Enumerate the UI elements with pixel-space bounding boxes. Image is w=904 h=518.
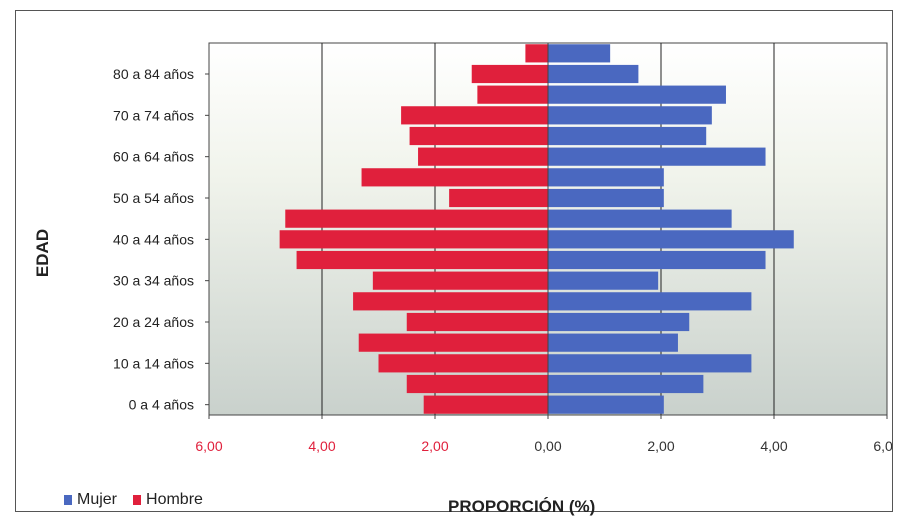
- bar-hombre: [406, 312, 548, 332]
- bar-hombre: [477, 85, 548, 104]
- bar-mujer: [548, 209, 732, 228]
- bar-hombre: [423, 395, 548, 414]
- bar-hombre: [353, 292, 548, 311]
- bar-hombre: [285, 209, 548, 228]
- bar-mujer: [548, 188, 664, 208]
- bar-hombre: [296, 250, 548, 270]
- legend-swatch-mujer: [64, 495, 72, 505]
- bar-hombre: [449, 188, 548, 208]
- bar-mujer: [548, 64, 639, 84]
- bar-hombre: [471, 64, 548, 84]
- bar-hombre: [279, 230, 548, 249]
- y-tick-label: 20 a 24 años: [113, 314, 194, 330]
- bar-mujer: [548, 250, 766, 270]
- bar-mujer: [548, 126, 707, 146]
- x-tick-label: 0,00: [534, 438, 561, 454]
- legend-label-mujer: Mujer: [77, 491, 118, 508]
- y-tick-label: 50 a 54 años: [113, 190, 194, 206]
- bar-hombre: [409, 126, 548, 146]
- bar-hombre: [378, 354, 548, 373]
- bar-mujer: [548, 395, 664, 414]
- bar-hombre: [406, 374, 548, 394]
- legend-item-mujer: Mujer: [64, 491, 117, 509]
- x-tick-label: 6,00: [195, 438, 222, 454]
- bar-hombre: [525, 44, 548, 63]
- bar-hombre: [361, 168, 548, 187]
- bar-mujer: [548, 44, 611, 63]
- legend: Mujer Hombre: [64, 491, 203, 509]
- bar-mujer: [548, 312, 690, 332]
- y-tick-label: 70 a 74 años: [113, 107, 194, 123]
- bar-hombre: [401, 106, 548, 125]
- y-tick-label: 60 a 64 años: [113, 149, 194, 165]
- y-tick-label: 40 a 44 años: [113, 231, 194, 247]
- y-tick-label: 30 a 34 años: [113, 273, 194, 289]
- y-tick-label: 10 a 14 años: [113, 355, 194, 371]
- y-axis-title: EDAD: [33, 229, 52, 277]
- bar-hombre: [418, 147, 548, 166]
- y-tick-label: 80 a 84 años: [113, 66, 194, 82]
- bar-mujer: [548, 292, 752, 311]
- x-axis-title: PROPORCIÓN (%): [448, 497, 596, 516]
- legend-item-hombre: Hombre: [133, 491, 203, 509]
- x-tick-label: 4,00: [760, 438, 787, 454]
- bar-mujer: [548, 230, 794, 249]
- bar-mujer: [548, 168, 664, 187]
- bar-mujer: [548, 106, 712, 125]
- x-tick-label: 6,00: [873, 438, 892, 454]
- bar-mujer: [548, 333, 678, 352]
- x-tick-label: 2,00: [647, 438, 674, 454]
- bar-mujer: [548, 271, 659, 290]
- legend-label-hombre: Hombre: [146, 491, 203, 508]
- bar-hombre: [372, 271, 548, 290]
- chart-frame: 0 a 4 años 10 a 14 años 20 a 24 años 30 a 3…: [15, 10, 893, 516]
- x-tick-label: 2,00: [421, 438, 448, 454]
- bar-mujer: [548, 354, 752, 373]
- bar-mujer: [548, 374, 704, 394]
- bar-hombre: [358, 333, 548, 352]
- population-pyramid-chart: 0 a 4 años 10 a 14 años 20 a 24 años 30 a 3…: [33, 42, 892, 454]
- y-tick-label: 0 a 4 años: [129, 397, 194, 413]
- bar-mujer: [548, 147, 766, 166]
- legend-swatch-hombre: [133, 495, 142, 505]
- x-tick-label: 4,00: [308, 438, 335, 454]
- bar-mujer: [548, 85, 726, 104]
